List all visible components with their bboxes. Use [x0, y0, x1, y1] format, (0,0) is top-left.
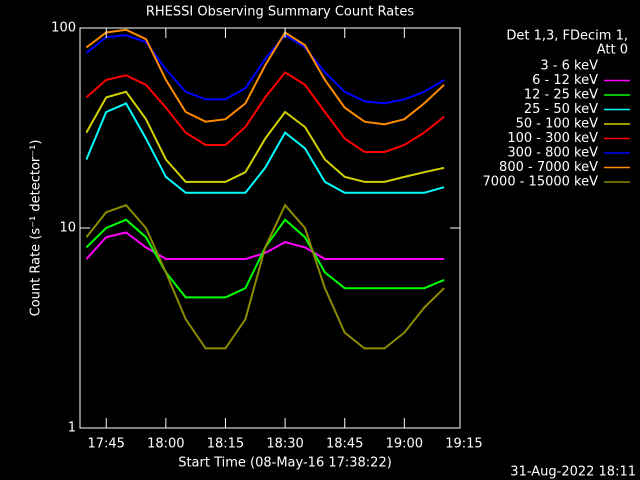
y-tick-label: 1 — [68, 421, 76, 436]
series-line — [85, 251, 445, 394]
x-tick-label: 19:00 — [386, 437, 423, 452]
y-tick-label: 10 — [59, 221, 76, 236]
legend-title: Att 0 — [597, 43, 628, 58]
series-line — [85, 203, 445, 350]
series-line — [85, 28, 445, 126]
chart-title: RHESSI Observing Summary Count Rates — [146, 5, 415, 20]
series-line — [85, 231, 445, 260]
series-line — [85, 90, 445, 183]
series-line — [85, 33, 445, 105]
legend-label: 6 - 12 keV — [532, 73, 598, 88]
legend-label: 7000 - 15000 keV — [483, 175, 599, 190]
footer: 31-Aug-2022 18:11 — [510, 465, 636, 480]
series-line — [85, 71, 445, 153]
x-tick-label: 18:00 — [147, 437, 184, 452]
series-line — [85, 102, 445, 194]
legend-label: 800 - 7000 keV — [499, 160, 598, 175]
x-tick-label: 18:30 — [266, 437, 303, 452]
x-tick-label: 19:15 — [445, 437, 482, 452]
x-tick-label: 18:15 — [207, 437, 244, 452]
x-tick-label: 18:45 — [326, 437, 363, 452]
legend-label: 12 - 25 keV — [524, 88, 598, 103]
legend-label: 100 - 300 keV — [507, 131, 598, 146]
y-tick-label: 100 — [51, 21, 76, 36]
y-axis-label: Count Rate (s⁻¹ detector⁻¹) — [29, 140, 44, 317]
x-tick-label: 17:45 — [87, 437, 124, 452]
legend-label: 25 - 50 keV — [524, 102, 598, 117]
legend-title: Det 1,3, FDecim 1, — [506, 29, 628, 44]
x-axis-label: Start Time (08-May-16 17:38:22) — [178, 456, 392, 471]
legend-label: 300 - 800 keV — [507, 146, 598, 161]
legend-label: 50 - 100 keV — [516, 117, 599, 132]
legend-label: 3 - 6 keV — [540, 59, 598, 74]
